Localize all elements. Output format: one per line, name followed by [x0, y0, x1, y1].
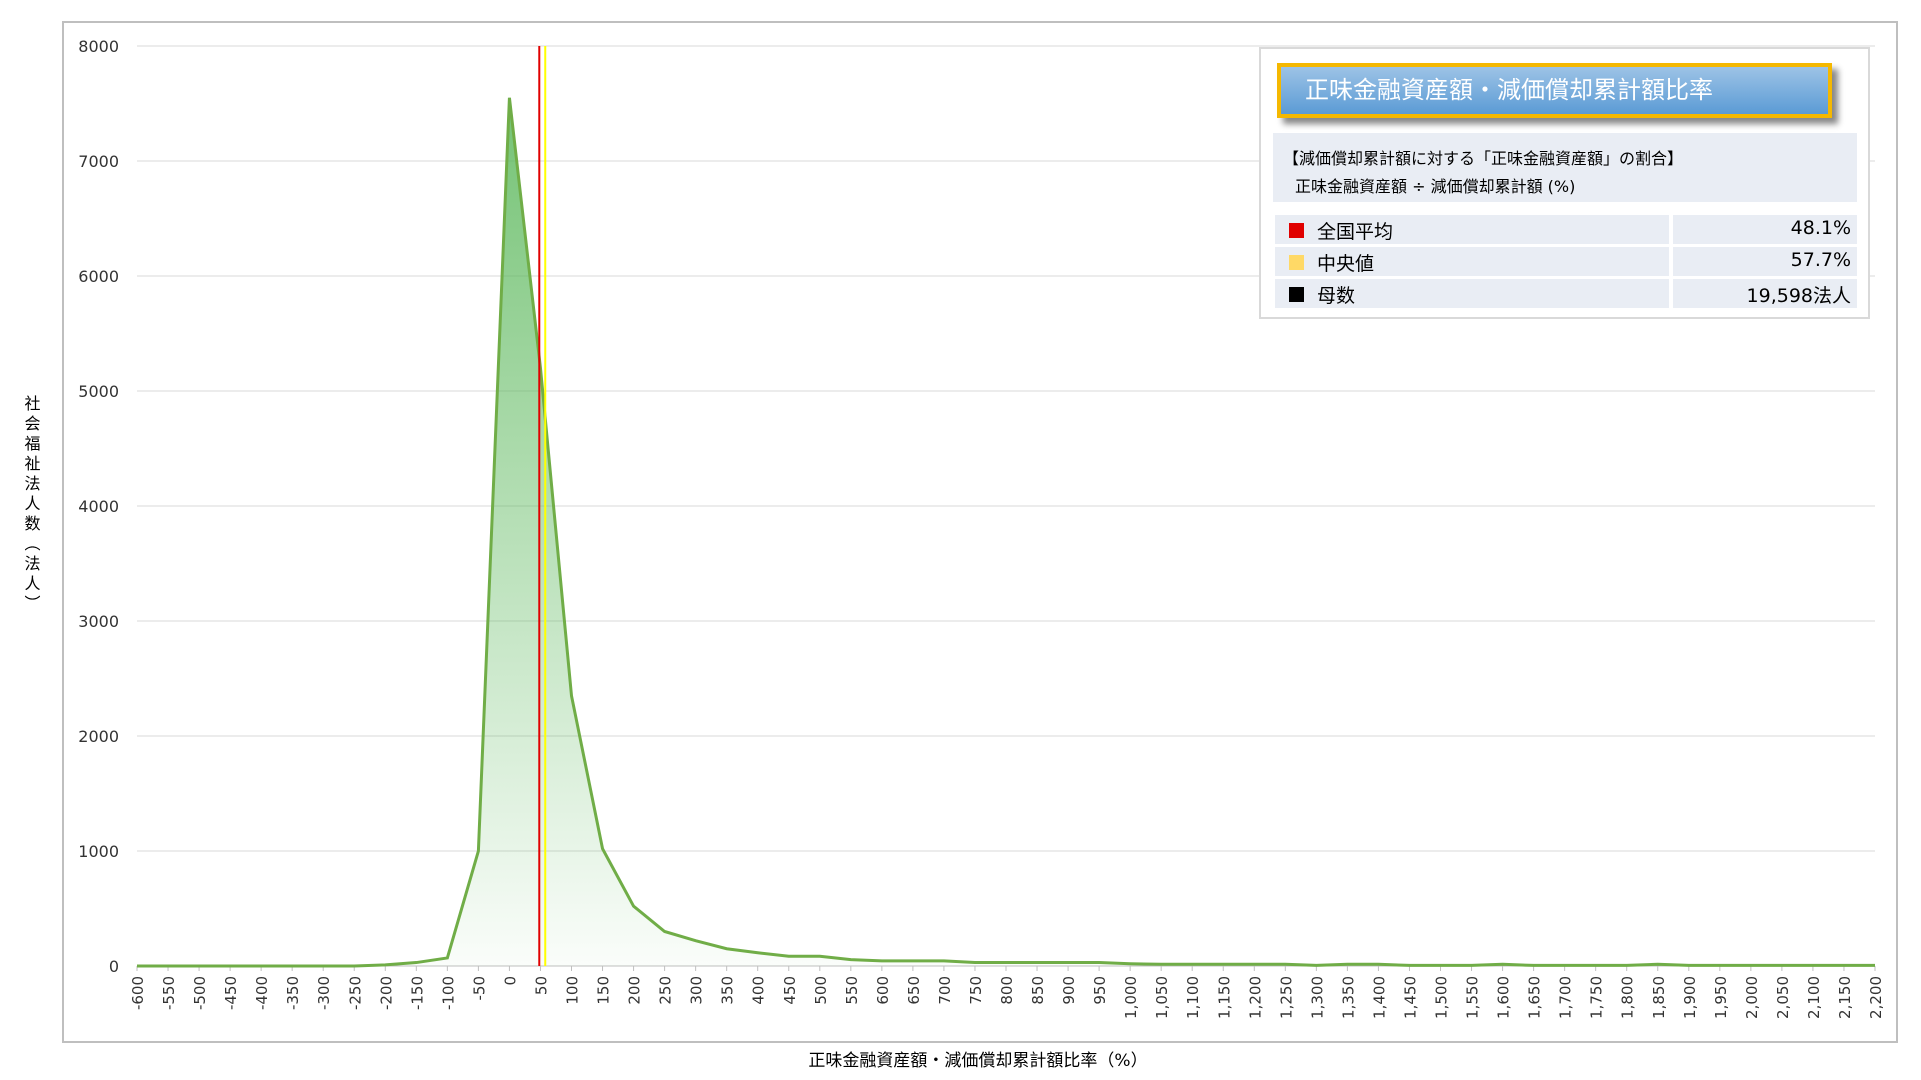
x-tick-label: 1,850	[1650, 976, 1668, 1019]
x-tick-label: 1,300	[1308, 976, 1326, 1019]
x-tick-label: -50	[470, 976, 488, 1001]
x-tick-label: 150	[595, 976, 613, 1005]
x-tick-label: 1,600	[1495, 976, 1513, 1019]
x-tick-label: 800	[998, 976, 1016, 1005]
y-tick-label: 5000	[78, 382, 119, 401]
legend-description: 【減価償却累計額に対する「正味金融資産額」の割合】 正味金融資産額 ÷ 減価償却…	[1273, 133, 1857, 202]
x-tick-label: -400	[253, 976, 271, 1010]
legend-label: 全国平均	[1317, 221, 1394, 243]
x-tick-label: 1,400	[1370, 976, 1388, 1019]
legend-value: 19,598法人	[1746, 285, 1851, 307]
y-tick-label: 1000	[78, 842, 119, 861]
x-tick-label: 350	[719, 976, 737, 1005]
legend-subtitle: 【減価償却累計額に対する「正味金融資産額」の割合】	[1283, 149, 1684, 168]
y-tick-label: 4000	[78, 497, 119, 516]
legend-label: 母数	[1317, 285, 1356, 307]
legend-row: 母数 19,598法人	[1275, 279, 1857, 308]
x-tick-label: 700	[936, 976, 954, 1005]
x-tick-label: 250	[657, 976, 675, 1005]
legend-cell: 中央値	[1275, 247, 1669, 276]
legend-swatch	[1289, 223, 1304, 238]
x-tick-label: 550	[843, 976, 861, 1005]
x-tick-label: -550	[160, 976, 178, 1010]
x-tick-label: 100	[564, 976, 582, 1005]
y-tick-label: 2000	[78, 727, 119, 746]
area-line	[137, 97, 1875, 968]
y-tick-label: 8000	[78, 37, 119, 56]
legend-row: 中央値 57.7%	[1275, 247, 1857, 276]
x-tick-label: -450	[222, 976, 240, 1010]
x-tick-label: 200	[626, 976, 644, 1005]
y-tick-label: 7000	[78, 152, 119, 171]
x-tick-label: -150	[408, 976, 426, 1010]
legend-cell: 母数	[1275, 279, 1669, 308]
x-tick-label: 1,800	[1619, 976, 1637, 1019]
x-tick-label: 500	[812, 976, 830, 1005]
x-tick-label: 1,450	[1401, 976, 1419, 1019]
legend-cell: 全国平均	[1275, 215, 1669, 244]
legend-swatch	[1289, 255, 1304, 270]
legend-cell: 19,598法人	[1673, 279, 1857, 308]
x-tick-label: 850	[1029, 976, 1047, 1005]
x-tick-label: 0	[501, 976, 519, 986]
x-tick-label: -600	[129, 976, 147, 1010]
x-tick-label: 2,200	[1867, 976, 1885, 1019]
legend: 正味金融資産額・減価償却累計額比率 【減価償却累計額に対する「正味金融資産額」の…	[1259, 47, 1870, 319]
x-tick-label: 1,500	[1433, 976, 1451, 1019]
x-tick-label: 1,650	[1526, 976, 1544, 1019]
x-tick-label: -200	[377, 976, 395, 1010]
x-tick-label: 2,000	[1743, 976, 1761, 1019]
x-tick-label: 1,350	[1339, 976, 1357, 1019]
y-tick-label: 0	[109, 957, 119, 976]
legend-title: 正味金融資産額・減価償却累計額比率	[1277, 63, 1832, 118]
area-fill	[137, 97, 1875, 966]
legend-value: 57.7%	[1790, 249, 1851, 271]
x-tick-label: -300	[315, 976, 333, 1010]
y-tick-label: 6000	[78, 267, 119, 286]
x-tick-label: 2,150	[1836, 976, 1854, 1019]
x-tick-label: 1,100	[1184, 976, 1202, 1019]
legend-cell: 57.7%	[1673, 247, 1857, 276]
legend-label: 中央値	[1317, 253, 1375, 275]
x-tick-label: 1,550	[1464, 976, 1482, 1019]
legend-value: 48.1%	[1790, 217, 1851, 239]
x-tick-label: 1,900	[1681, 976, 1699, 1019]
x-tick-label: 1,700	[1557, 976, 1575, 1019]
x-axis-label: 正味金融資産額・減価償却累計額比率（%）	[808, 1051, 1147, 1071]
x-tick-label: 50	[532, 976, 550, 995]
x-tick-label: 750	[967, 976, 985, 1005]
x-tick-label: -250	[346, 976, 364, 1010]
x-tick-label: 300	[688, 976, 706, 1005]
x-tick-label: 950	[1091, 976, 1109, 1005]
x-tick-label: 1,750	[1588, 976, 1606, 1019]
x-tick-label: 650	[905, 976, 923, 1005]
x-tick-label: 1,150	[1215, 976, 1233, 1019]
x-tick-label: -500	[191, 976, 209, 1010]
x-tick-label: 1,000	[1122, 976, 1140, 1019]
legend-formula: 正味金融資産額 ÷ 減価償却累計額 (%)	[1295, 177, 1576, 196]
x-tick-label: 1,950	[1712, 976, 1730, 1019]
x-tick-label: 2,050	[1774, 976, 1792, 1019]
x-tick-label: 900	[1060, 976, 1078, 1005]
x-tick-label: 400	[750, 976, 768, 1005]
x-tick-label: -350	[284, 976, 302, 1010]
legend-row: 全国平均 48.1%	[1275, 215, 1857, 244]
x-tick-label: 2,100	[1805, 976, 1823, 1019]
x-tick-label: -100	[439, 976, 457, 1010]
x-tick-label: 1,050	[1153, 976, 1171, 1019]
y-tick-label: 3000	[78, 612, 119, 631]
x-tick-label: 600	[874, 976, 892, 1005]
x-tick-label: 1,250	[1277, 976, 1295, 1019]
x-tick-label: 1,200	[1246, 976, 1264, 1019]
chart-frame	[62, 21, 1898, 1043]
x-tick-label: 450	[781, 976, 799, 1005]
legend-swatch	[1289, 287, 1304, 302]
y-axis-label: 社会福祉法人数（法人）	[22, 395, 41, 615]
legend-cell: 48.1%	[1673, 215, 1857, 244]
